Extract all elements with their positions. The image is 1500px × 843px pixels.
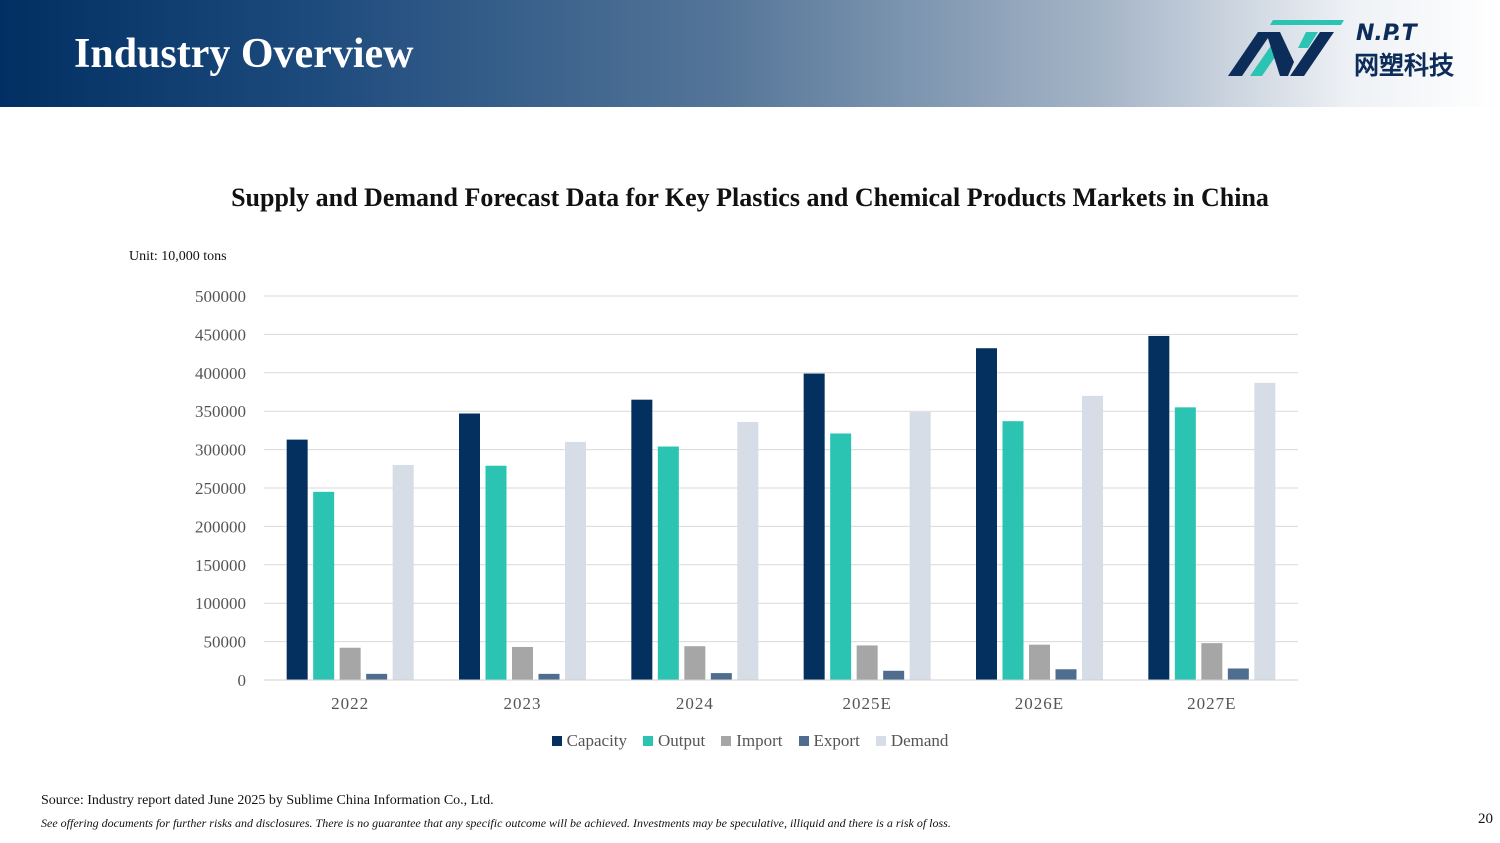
chart-title: Supply and Demand Forecast Data for Key … [231, 183, 1269, 212]
x-axis-ticks: 2022 2023 2024 2025E 2026E 2027E [264, 679, 1298, 713]
npt-logo-icon: N.P.T 网塑科技 [1228, 20, 1454, 80]
x-tick-label: 2023 [504, 694, 542, 713]
bar-export-2025e [883, 670, 905, 680]
legend-swatch [643, 736, 654, 746]
bar-demand-2023 [565, 441, 586, 680]
y-tick-label: 400000 [195, 364, 246, 383]
bar-output-2024 [657, 446, 679, 680]
x-tick-label: 2022 [331, 694, 369, 713]
legend-item-demand: Demand [875, 731, 949, 751]
y-tick-label: 450000 [195, 325, 246, 344]
bar-capacity-2022 [286, 439, 308, 680]
logo-chinese-text: 网塑科技 [1354, 51, 1454, 80]
bar-export-2027e [1227, 668, 1249, 680]
legend-swatch [721, 736, 732, 746]
bar-import-2023 [512, 646, 533, 680]
y-tick-label: 0 [238, 671, 247, 690]
page-number: 20 [1478, 811, 1493, 827]
legend-swatch [875, 736, 886, 746]
bar-export-2022 [366, 673, 388, 680]
y-tick-label: 150000 [195, 556, 246, 575]
bar-capacity-2024 [631, 399, 653, 680]
legend-label: Output [658, 731, 706, 750]
bar-demand-2022 [392, 464, 414, 680]
bar-import-2022 [339, 647, 361, 680]
legend-item-output: Output [643, 731, 705, 751]
bar-demand-2027e [1254, 382, 1276, 680]
bar-export-2023 [538, 673, 560, 680]
bar-output-2022 [313, 491, 335, 680]
bar-output-2025e [830, 433, 852, 680]
legend-swatch [551, 736, 562, 746]
disclaimer: See offering documents for further risks… [41, 816, 951, 830]
y-tick-label: 300000 [195, 441, 246, 460]
legend-label: Import [736, 731, 783, 750]
bar-demand-2026e [1082, 395, 1103, 680]
x-tick-label: 2024 [676, 694, 714, 713]
bar-import-2026e [1029, 644, 1050, 680]
bar-demand-2025e [909, 411, 931, 680]
source-note: Source: Industry report dated June 2025 … [41, 793, 494, 808]
bar-import-2025e [856, 645, 878, 680]
legend-item-import: Import [721, 731, 783, 751]
bars [286, 335, 1276, 680]
bar-import-2024 [684, 646, 706, 680]
bar-output-2023 [485, 465, 507, 680]
legend-item-capacity: Capacity [551, 731, 628, 751]
bar-capacity-2026e [976, 348, 997, 680]
chart-legend: Capacity Output Import Export Demand [0, 731, 1500, 751]
legend-swatch [798, 736, 809, 746]
legend-label: Demand [890, 731, 949, 750]
logo-text: N.P.T [1356, 21, 1419, 46]
bar-export-2024 [710, 673, 732, 680]
x-tick-label: 2027E [1187, 694, 1236, 713]
company-logo: N.P.T 网塑科技 [1226, 18, 1491, 84]
unit-label: Unit: 10,000 tons [129, 249, 227, 264]
gridlines [264, 295, 1298, 681]
y-tick-label: 500000 [195, 287, 246, 306]
y-tick-label: 250000 [195, 479, 246, 498]
legend-item-export: Export [798, 731, 860, 751]
bar-output-2027e [1174, 407, 1196, 680]
y-axis-ticks: 0 50000 100000 150000 200000 250000 300000 3500… [195, 287, 246, 690]
bar-capacity-2023 [459, 413, 480, 680]
page-title: Industry Overview [74, 31, 414, 77]
legend-label: Export [813, 731, 860, 750]
x-tick-label: 2026E [1015, 694, 1064, 713]
bar-demand-2024 [737, 421, 759, 680]
bar-output-2026e [1002, 421, 1024, 680]
legend-label: Capacity [566, 731, 628, 750]
header-banner: Industry Overview N.P.T 网塑科技 [0, 0, 1500, 107]
y-tick-label: 50000 [204, 633, 247, 652]
bar-import-2027e [1201, 643, 1223, 680]
bar-capacity-2025e [803, 373, 825, 680]
bar-capacity-2027e [1148, 335, 1170, 680]
y-tick-label: 350000 [195, 402, 246, 421]
x-tick-label: 2025E [842, 694, 891, 713]
y-tick-label: 100000 [195, 594, 246, 613]
y-tick-label: 200000 [195, 517, 246, 536]
bar-export-2026e [1055, 669, 1077, 680]
